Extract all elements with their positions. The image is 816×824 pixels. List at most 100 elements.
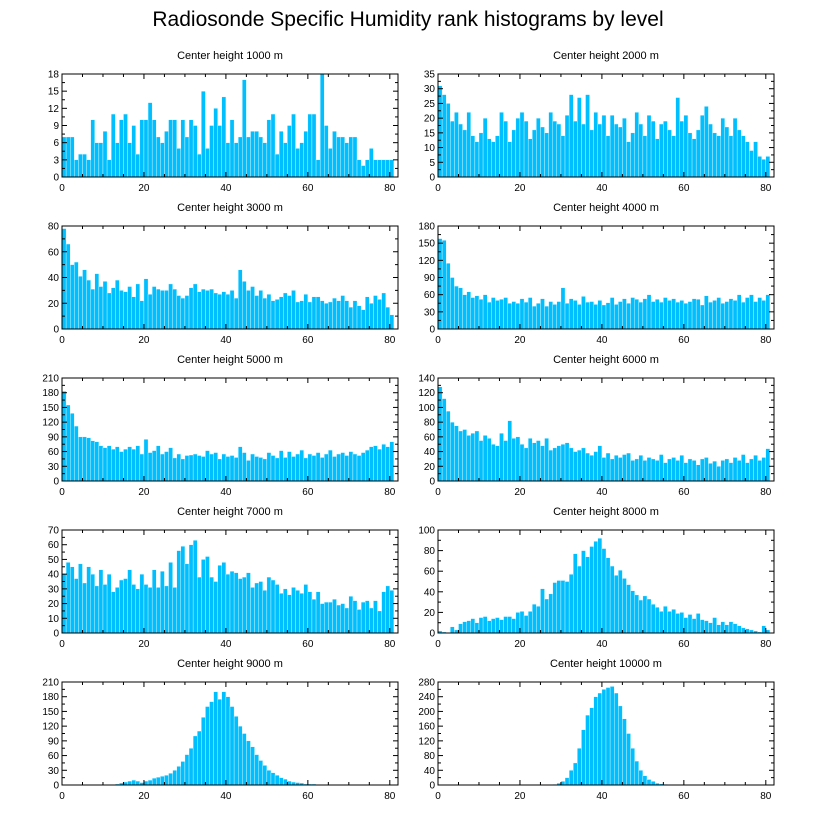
histogram-bar <box>238 725 243 786</box>
histogram-bar <box>205 290 210 330</box>
histogram-bar <box>478 132 484 178</box>
histogram-bar <box>262 142 268 178</box>
histogram-bar <box>585 556 590 634</box>
histogram-bar <box>462 294 467 330</box>
histogram-bar <box>283 457 288 482</box>
histogram-bar <box>242 281 247 330</box>
histogram-bar <box>242 79 247 178</box>
histogram-bar <box>695 464 701 482</box>
y-tick-label: 12 <box>48 104 60 115</box>
histogram-bar <box>499 299 504 330</box>
histogram-bar <box>246 290 251 330</box>
histogram-bar <box>274 775 280 786</box>
histogram-bar <box>679 120 685 178</box>
histogram-bar <box>303 457 309 482</box>
histogram-bar <box>197 291 202 330</box>
histogram-bar <box>201 559 206 634</box>
histogram-bar <box>601 457 607 482</box>
histogram-bar <box>360 452 366 482</box>
histogram-bar <box>716 624 721 634</box>
histogram-bar <box>659 611 664 634</box>
histogram-bar <box>209 125 214 178</box>
x-tick-label: 40 <box>596 183 608 194</box>
histogram-bar <box>630 748 635 786</box>
histogram-bar <box>745 141 750 178</box>
histogram-bar <box>470 135 476 178</box>
y-tick-label: 120 <box>42 418 59 429</box>
histogram-bar <box>650 301 656 330</box>
histogram-bar <box>712 300 717 330</box>
histogram-bar <box>135 445 141 482</box>
histogram-bar <box>238 136 243 178</box>
histogram-bar <box>119 119 124 178</box>
histogram-bar <box>209 576 214 634</box>
histogram-bar <box>458 430 463 482</box>
histogram-bar <box>135 780 141 786</box>
histogram-bar <box>585 94 590 178</box>
histogram-bar <box>593 304 598 330</box>
histogram-bar <box>446 410 451 482</box>
histogram-bar <box>365 600 370 634</box>
x-tick-label: 80 <box>760 639 772 650</box>
histogram-bar <box>151 569 157 634</box>
histogram-bar <box>119 451 124 482</box>
x-tick-label: 0 <box>435 335 441 346</box>
histogram-bar <box>160 453 165 482</box>
histogram-bar <box>250 131 255 178</box>
histogram-bar <box>127 569 132 634</box>
histogram-bar <box>78 563 83 634</box>
histogram-bar <box>659 454 664 482</box>
histogram-bar <box>336 136 341 178</box>
histogram-bar <box>365 296 370 330</box>
histogram-bar <box>654 607 660 634</box>
histogram-bar <box>291 456 296 482</box>
histogram-bar <box>634 760 639 786</box>
histogram-bar <box>728 298 734 330</box>
histogram-bar <box>127 142 132 178</box>
histogram-bar <box>389 590 395 634</box>
histogram-bar <box>209 453 214 482</box>
histogram-bar <box>278 777 284 786</box>
histogram-bar <box>646 779 652 786</box>
histogram-bar <box>548 112 553 178</box>
histogram-bar <box>328 601 333 634</box>
histogram-bar <box>315 159 321 178</box>
histogram-bar <box>540 445 545 482</box>
histogram-bar <box>180 546 186 634</box>
histogram-bar <box>609 115 615 178</box>
histogram-bar <box>720 621 726 634</box>
histogram-bar <box>679 300 685 330</box>
histogram-bar <box>515 303 521 330</box>
histogram-bar <box>491 618 496 634</box>
histogram-bar <box>761 159 766 178</box>
histogram-bar <box>745 628 750 634</box>
histogram-bar <box>287 594 292 634</box>
y-tick-label: 100 <box>418 403 435 414</box>
histogram-bar <box>360 601 366 634</box>
histogram-bar <box>753 301 758 330</box>
histogram-bar <box>352 600 358 634</box>
histogram-bar <box>160 571 165 634</box>
histogram-bar <box>474 141 480 178</box>
histogram-bar <box>332 456 337 482</box>
histogram-bar <box>654 138 660 178</box>
histogram-bar <box>270 300 276 330</box>
histogram-bar <box>274 153 280 178</box>
histogram-bar <box>201 288 206 330</box>
histogram-bar <box>238 269 243 330</box>
histogram-bar <box>507 303 512 330</box>
histogram-bar <box>568 298 574 330</box>
histogram-bar <box>131 584 136 634</box>
histogram-bar <box>156 136 161 178</box>
histogram-bar <box>671 609 676 634</box>
histogram-bar <box>695 613 701 634</box>
histogram-bar <box>184 563 190 634</box>
histogram-bar <box>74 159 79 178</box>
histogram-bar <box>503 120 508 178</box>
y-tick-label: 0 <box>429 477 435 488</box>
histogram-bar <box>577 748 582 786</box>
histogram-bar <box>450 277 455 330</box>
histogram-bar <box>229 706 235 786</box>
histogram-bar <box>82 269 87 330</box>
histogram-bar <box>348 451 354 482</box>
